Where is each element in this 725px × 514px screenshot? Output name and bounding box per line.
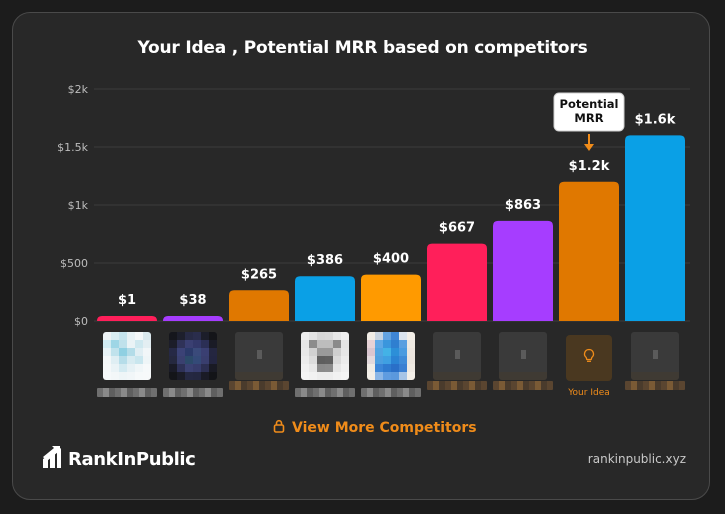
- annotation-arrow-head: [584, 144, 594, 151]
- bulb-icon: [582, 348, 596, 368]
- bar-value-label: $400: [373, 252, 409, 267]
- bar-value-label: $1: [118, 293, 136, 308]
- blurred-competitor-name: [427, 381, 487, 390]
- bar: [427, 243, 487, 321]
- annotation-box: [553, 92, 625, 132]
- blurred-competitor-name: [97, 388, 157, 397]
- view-more-label: View More Competitors: [292, 420, 477, 436]
- annotation-text: Potential: [560, 97, 619, 111]
- y-tick-label: $500: [60, 257, 88, 270]
- bar: [361, 274, 421, 321]
- bar: [163, 316, 223, 321]
- bar-value-label: $1.6k: [635, 112, 676, 127]
- placeholder-icon[interactable]: [433, 332, 481, 380]
- placeholder-icon[interactable]: [235, 332, 283, 380]
- grey-face-pixel-icon[interactable]: [301, 332, 349, 380]
- blurred-competitor-name: [493, 381, 553, 390]
- rankinpublic-logo-icon: [42, 445, 62, 474]
- your-idea-tile[interactable]: [566, 335, 612, 381]
- blurred-competitor-name: [163, 388, 223, 397]
- placeholder-icon[interactable]: [631, 332, 679, 380]
- bar: [97, 316, 157, 321]
- brand-name: RankInPublic: [68, 448, 196, 470]
- bar-value-label: $386: [307, 253, 343, 268]
- brand-logo[interactable]: RankInPublic: [42, 445, 196, 474]
- y-tick-label: $1k: [68, 199, 89, 212]
- dark-purple-pixel-icon[interactable]: [169, 332, 217, 380]
- y-tick-label: $0: [74, 315, 88, 328]
- y-tick-label: $2k: [68, 83, 89, 96]
- bar-value-label: $863: [505, 198, 541, 213]
- view-more-competitors-button[interactable]: View More Competitors: [272, 418, 477, 438]
- site-url[interactable]: rankinpublic.xyz: [587, 452, 686, 466]
- chart-title: Your Idea , Potential MRR based on compe…: [137, 38, 588, 58]
- bar-value-label: $667: [439, 221, 475, 236]
- placeholder-icon[interactable]: [499, 332, 547, 380]
- your-idea-label: Your Idea: [568, 388, 610, 398]
- blurred-competitor-name: [625, 381, 685, 390]
- bar: [229, 290, 289, 321]
- blurred-competitor-name: [295, 388, 355, 397]
- light-blue-pixel-icon[interactable]: [103, 332, 151, 380]
- bar: [559, 181, 619, 321]
- blurred-competitor-name: [361, 388, 421, 397]
- bar-value-label: $1.2k: [569, 159, 610, 174]
- bar: [625, 135, 685, 321]
- blue-phone-pixel-icon[interactable]: [367, 332, 415, 380]
- y-tick-label: $1.5k: [57, 141, 88, 154]
- bar-value-label: $265: [241, 267, 277, 282]
- bar: [295, 276, 355, 321]
- bar: [493, 220, 553, 321]
- bar-value-label: $38: [179, 293, 206, 308]
- lock-icon: [272, 419, 286, 437]
- blurred-competitor-name: [229, 381, 289, 390]
- annotation-text: MRR: [574, 111, 603, 125]
